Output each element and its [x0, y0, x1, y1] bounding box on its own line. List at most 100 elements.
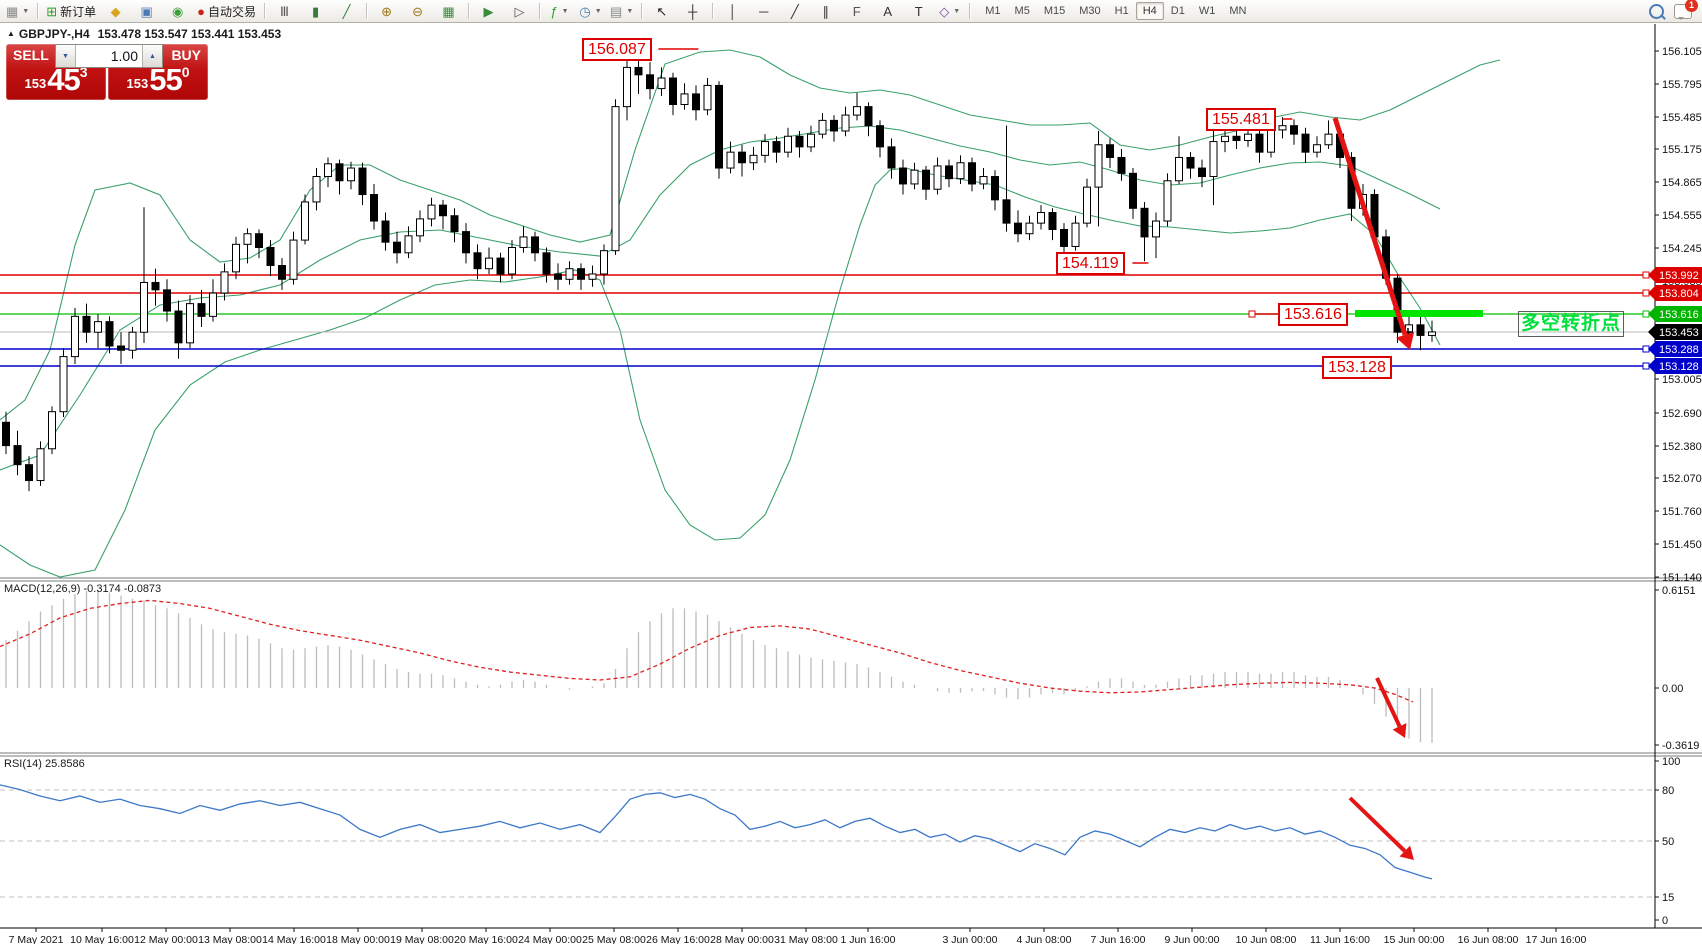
- price-axis-label: 152.070: [1662, 473, 1702, 485]
- timeframe-m30-button[interactable]: M30: [1079, 5, 1101, 17]
- tile-windows-button[interactable]: ▦: [433, 0, 464, 22]
- timeframe-m5-button[interactable]: M5: [1014, 5, 1030, 17]
- candle: [462, 231, 470, 254]
- toolbar-buttons: ▦ ▼ ⊞ 新订单 ◆ ▣ ◉ ● 自动交易 Ⅲ ▮ ╱ ⊕ ⊖ ▦ ▶ ▷ ƒ ▼ ◷ ▼ ▤ ▼ ↖ ┼ │ ─ ╱ ∥ F A T ◇ ▼: [2, 0, 974, 22]
- red-arrows[interactable]: [1332, 117, 1415, 860]
- macd-histogram: [5, 590, 1433, 743]
- candle: [324, 163, 332, 178]
- chart-canvas[interactable]: 156.105 155.795 155.485 155.175 154.865 154.5…: [0, 24, 1702, 944]
- candle: [956, 162, 965, 180]
- timeframe-h1-button[interactable]: H1: [1114, 5, 1129, 17]
- candle: [1152, 220, 1160, 238]
- zoom-out-icon: ⊖: [412, 3, 423, 19]
- timeframe-m15-button[interactable]: M15: [1043, 5, 1066, 17]
- price-label-154.119[interactable]: 154.119: [1056, 252, 1125, 275]
- trendline-button[interactable]: ╱: [779, 0, 810, 22]
- candle: [163, 289, 171, 312]
- timeframe-d1-button[interactable]: D1: [1170, 5, 1185, 17]
- vertical-line-icon: │: [728, 3, 737, 19]
- strategy-tester-button[interactable]: ◉: [162, 0, 193, 22]
- vertical-line-button[interactable]: │: [717, 0, 748, 22]
- price-tag: 153.992: [1659, 270, 1699, 282]
- bar-chart-button[interactable]: Ⅲ: [269, 0, 300, 22]
- indicators-button[interactable]: ƒ ▼: [544, 0, 575, 22]
- annotation-text[interactable]: 多空转折点: [1518, 311, 1624, 337]
- candle: [1290, 125, 1298, 135]
- periods-button[interactable]: ◷ ▼: [575, 0, 606, 22]
- candle: [968, 162, 976, 185]
- candle: [94, 321, 102, 333]
- time-axis-label: 10 May 16:00: [70, 934, 134, 944]
- new-order-button[interactable]: ⊞ 新订单: [42, 0, 100, 22]
- volume-increase-button[interactable]: ▲: [142, 45, 162, 67]
- candle: [209, 292, 217, 317]
- timeframe-w1-button[interactable]: W1: [1198, 5, 1216, 17]
- candle: [243, 233, 252, 245]
- price-label-156.087[interactable]: 156.087: [582, 38, 652, 61]
- ohlc-values: 153.478 153.547 153.441 153.453: [97, 27, 282, 41]
- line-chart-button[interactable]: ╱: [331, 0, 362, 22]
- panel-frame: [0, 24, 1702, 929]
- price-axis-label: 151.760: [1662, 506, 1702, 518]
- sell-label: SELL: [13, 47, 49, 63]
- trend-arrow-line: [1332, 117, 1408, 336]
- candle: [1416, 324, 1425, 336]
- candle: [1405, 324, 1413, 333]
- zoom-out-button[interactable]: ⊖: [402, 0, 433, 22]
- autotrading-button[interactable]: ● 自动交易: [193, 0, 260, 22]
- crosshair-button[interactable]: ┼: [677, 0, 708, 22]
- volume-input[interactable]: [76, 45, 142, 67]
- candle: [841, 114, 850, 132]
- price-label-155.481[interactable]: 155.481: [1206, 108, 1276, 131]
- timeframe-m1-button[interactable]: M1: [985, 5, 1001, 17]
- text-label-button[interactable]: T: [903, 0, 934, 22]
- macd-axis-label: -0.3619: [1662, 740, 1699, 752]
- time-axis-label: 12 May 00:00: [134, 934, 198, 944]
- candle: [519, 236, 528, 249]
- volume-decrease-button[interactable]: ▼: [56, 45, 76, 67]
- charts-menu-button[interactable]: ▦ ▼: [2, 0, 33, 22]
- periods-icon: ◷: [579, 3, 591, 19]
- toolbar: ▦ ▼ ⊞ 新订单 ◆ ▣ ◉ ● 自动交易 Ⅲ ▮ ╱ ⊕ ⊖ ▦ ▶ ▷ ƒ ▼ ◷ ▼ ▤ ▼ ↖ ┼ │ ─ ╱ ∥ F A T ◇ ▼ …: [0, 0, 1702, 23]
- arrows-button[interactable]: ◇ ▼: [934, 0, 965, 22]
- templates-button[interactable]: ▤ ▼: [606, 0, 637, 22]
- price-axis-label: 155.175: [1662, 144, 1702, 156]
- price-axis-label: 154.865: [1662, 177, 1702, 189]
- fibonacci-button[interactable]: F: [841, 0, 872, 22]
- zoom-in-button[interactable]: ⊕: [371, 0, 402, 22]
- notifications-icon[interactable]: 1: [1674, 0, 1698, 20]
- auto-scroll-button[interactable]: ▶: [473, 0, 504, 22]
- price-label-153.616[interactable]: 153.616: [1278, 303, 1348, 326]
- collapse-triangle-icon[interactable]: ▲: [7, 29, 15, 38]
- search-icon[interactable]: [1649, 3, 1664, 19]
- green-highlight-bar[interactable]: [1355, 310, 1483, 317]
- horizontal-line-button[interactable]: ─: [748, 0, 779, 22]
- candle: [358, 167, 367, 196]
- metaeditor-button[interactable]: ◆: [100, 0, 131, 22]
- timeframe-h4-button[interactable]: H4: [1135, 2, 1164, 20]
- toolbar-right: 1: [1649, 0, 1700, 20]
- text-button[interactable]: A: [872, 0, 903, 22]
- price-label-153.128[interactable]: 153.128: [1322, 356, 1392, 379]
- strategy-tester-icon: ◉: [171, 3, 184, 19]
- candle: [404, 235, 413, 254]
- candle: [830, 119, 838, 132]
- timeframe-mn-button[interactable]: MN: [1229, 5, 1247, 17]
- candle: [381, 220, 390, 243]
- price-axis-label: 155.485: [1662, 112, 1702, 124]
- time-axis-label: 15 Jun 00:00: [1384, 934, 1445, 944]
- trend-arrow-head: [1399, 845, 1414, 860]
- chart-shift-button[interactable]: ▷: [504, 0, 535, 22]
- crosshair-icon: ┼: [688, 3, 698, 19]
- candle: [473, 252, 482, 270]
- toolbar-separator: [712, 3, 714, 19]
- chart-area[interactable]: 156.105 155.795 155.485 155.175 154.865 154.5…: [0, 24, 1702, 944]
- candle: [1083, 186, 1091, 224]
- candle: [738, 151, 746, 164]
- equidistant-channel-button[interactable]: ∥: [810, 0, 841, 22]
- cursor-button[interactable]: ↖: [646, 0, 677, 22]
- terminal-button[interactable]: ▣: [131, 0, 162, 22]
- candle: [692, 93, 700, 111]
- candle: [128, 331, 137, 351]
- candlestick-chart-button[interactable]: ▮: [300, 0, 331, 22]
